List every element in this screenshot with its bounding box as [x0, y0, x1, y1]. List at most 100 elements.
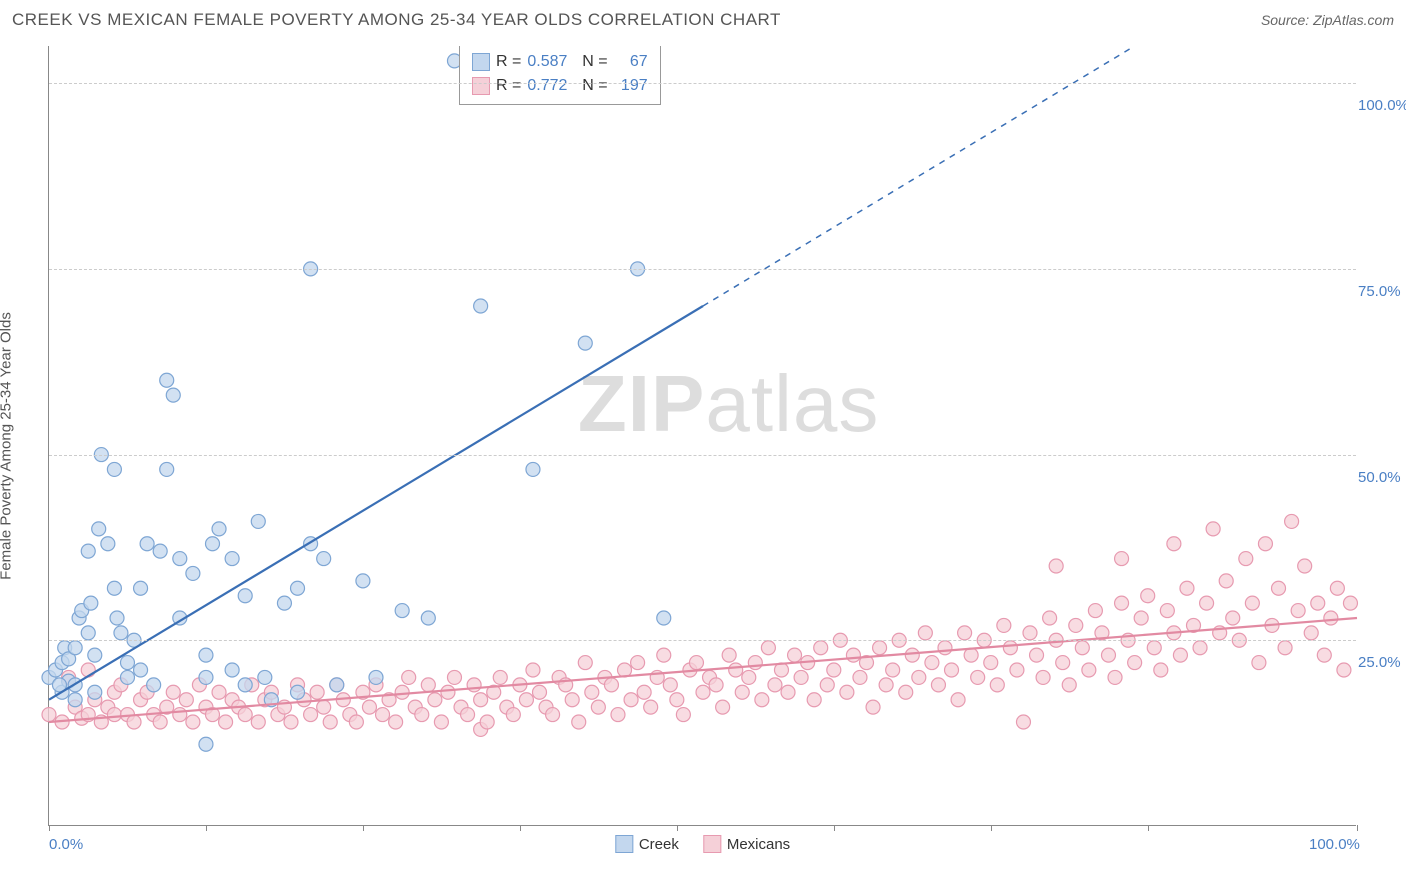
x-tick [206, 825, 207, 831]
scatter-point [1016, 715, 1030, 729]
scatter-point [428, 693, 442, 707]
gridline [49, 455, 1356, 456]
scatter-point [1108, 670, 1122, 684]
scatter-point [1193, 641, 1207, 655]
x-tick [991, 825, 992, 831]
scatter-point [160, 373, 174, 387]
scatter-point [107, 462, 121, 476]
scatter-point [1343, 596, 1357, 610]
scatter-point [330, 678, 344, 692]
scatter-point [1252, 656, 1266, 670]
scatter-point [853, 670, 867, 684]
scatter-point [1160, 604, 1174, 618]
scatter-point [88, 685, 102, 699]
series-legend: CreekMexicans [615, 835, 790, 853]
scatter-point [441, 685, 455, 699]
scatter-point [134, 663, 148, 677]
scatter-point [755, 693, 769, 707]
scatter-point [107, 708, 121, 722]
scatter-point [114, 626, 128, 640]
scatter-point [886, 663, 900, 677]
scatter-point [134, 581, 148, 595]
gridline [49, 640, 1356, 641]
scatter-point [984, 656, 998, 670]
scatter-point [578, 336, 592, 350]
scatter-point [1200, 596, 1214, 610]
scatter-point [873, 641, 887, 655]
scatter-point [951, 693, 965, 707]
scatter-point [526, 663, 540, 677]
scatter-point [434, 715, 448, 729]
scatter-point [1069, 618, 1083, 632]
scatter-point [814, 641, 828, 655]
scatter-point [748, 656, 762, 670]
x-tick [834, 825, 835, 831]
scatter-point [709, 678, 723, 692]
scatter-point [899, 685, 913, 699]
scatter-point [402, 670, 416, 684]
scatter-point [160, 462, 174, 476]
scatter-point [317, 552, 331, 566]
scatter-point [68, 641, 82, 655]
legend-corr-row: R = 0.772 N = 197 [472, 74, 648, 98]
scatter-point [657, 648, 671, 662]
scatter-point [840, 685, 854, 699]
scatter-point [480, 715, 494, 729]
legend-corr-row: R = 0.587 N = 67 [472, 50, 648, 74]
legend-label: Mexicans [727, 836, 790, 853]
scatter-point [1147, 641, 1161, 655]
scatter-point [179, 693, 193, 707]
scatter-point [1239, 552, 1253, 566]
legend-r-value: 0.587 [527, 50, 567, 74]
scatter-point [42, 708, 56, 722]
scatter-point [186, 715, 200, 729]
scatter-point [1101, 648, 1115, 662]
scatter-point [1062, 678, 1076, 692]
scatter-point [585, 685, 599, 699]
scatter-point [1167, 537, 1181, 551]
scatter-point [206, 537, 220, 551]
scatter-point [369, 670, 383, 684]
scatter-point [147, 678, 161, 692]
scatter-point [526, 462, 540, 476]
legend-n-label: N = [573, 50, 607, 74]
scatter-point [173, 552, 187, 566]
y-tick-label: 50.0% [1358, 469, 1402, 486]
scatter-point [153, 544, 167, 558]
scatter-point [572, 715, 586, 729]
scatter-point [447, 670, 461, 684]
legend-swatch [472, 53, 490, 71]
y-tick-label: 100.0% [1358, 97, 1402, 114]
scatter-point [1049, 559, 1063, 573]
scatter-point [467, 678, 481, 692]
x-tick-label: 0.0% [49, 836, 83, 853]
legend-swatch [615, 835, 633, 853]
scatter-point [1154, 663, 1168, 677]
scatter-point [199, 670, 213, 684]
scatter-point [84, 596, 98, 610]
scatter-point [199, 737, 213, 751]
scatter-point [788, 648, 802, 662]
scatter-point [376, 708, 390, 722]
scatter-point [1285, 514, 1299, 528]
x-tick-label: 100.0% [1309, 836, 1360, 853]
scatter-point [945, 663, 959, 677]
correlation-legend: R = 0.587 N = 67R = 0.772 N = 197 [459, 46, 661, 105]
scatter-point [879, 678, 893, 692]
gridline [49, 269, 1356, 270]
scatter-point [938, 641, 952, 655]
scatter-point [761, 641, 775, 655]
scatter-point [1245, 596, 1259, 610]
scatter-point [1115, 552, 1129, 566]
scatter-point [644, 700, 658, 714]
scatter-point [696, 685, 710, 699]
scatter-point [140, 537, 154, 551]
scatter-svg [49, 46, 1356, 825]
legend-swatch [472, 77, 490, 95]
x-tick [49, 825, 50, 831]
scatter-point [219, 715, 233, 729]
scatter-point [1043, 611, 1057, 625]
scatter-point [735, 685, 749, 699]
scatter-point [349, 715, 363, 729]
scatter-point [277, 596, 291, 610]
